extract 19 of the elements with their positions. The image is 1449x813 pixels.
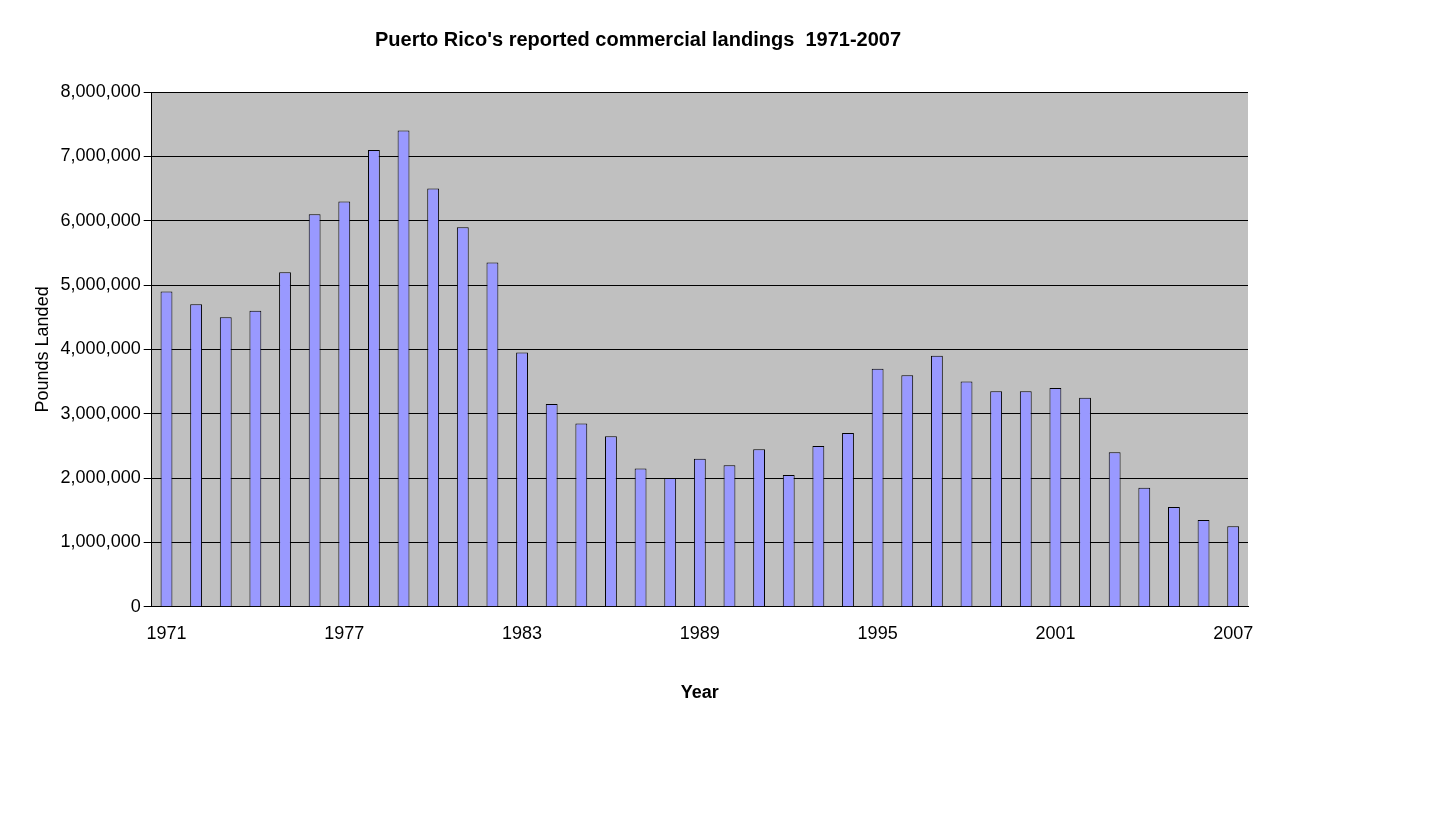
x-axis-title: Year (680, 682, 719, 703)
x-tick-label: 1983 (502, 622, 543, 643)
x-tick-label: 2001 (1035, 622, 1076, 643)
x-tick-label: 1989 (679, 622, 720, 643)
y-tick-label: 8,000,000 (60, 80, 141, 101)
y-tick-label: 4,000,000 (60, 338, 141, 359)
y-tick-label: 1,000,000 (60, 531, 141, 552)
y-tick-label: 3,000,000 (60, 402, 141, 423)
y-tick-label: 5,000,000 (60, 274, 141, 295)
y-tick-label: 7,000,000 (60, 145, 141, 166)
y-tick-label: 0 (130, 595, 141, 616)
y-tick-label: 6,000,000 (60, 209, 141, 230)
chart-title: Puerto Rico's reported commercial landings 1971-2007 (374, 27, 902, 50)
x-tick-label: 1977 (324, 622, 365, 643)
x-tick-label: 1971 (146, 622, 187, 643)
y-axis-title: Pounds Landed (31, 286, 52, 413)
y-tick-label: 2,000,000 (60, 467, 141, 488)
x-tick-label: 1995 (857, 622, 898, 643)
x-tick-label: 2007 (1213, 622, 1254, 643)
